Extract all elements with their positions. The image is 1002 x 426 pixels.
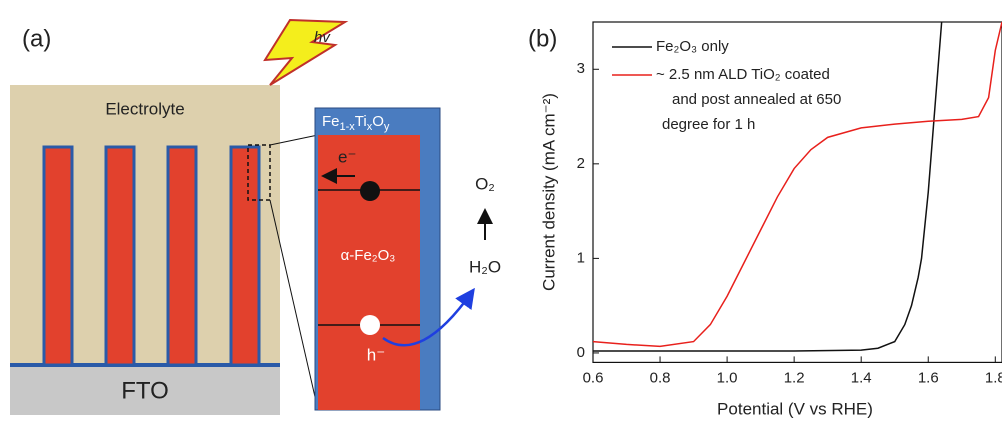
- x-tick-label: 0.6: [583, 369, 604, 386]
- y-tick-label: 2: [577, 155, 585, 172]
- x-tick-label: 1.6: [918, 369, 939, 386]
- hole-label: h⁻: [367, 345, 385, 364]
- legend-note: and post annealed at 650: [672, 91, 841, 108]
- panel-b: (b) Potential (V vs RHE) Current density…: [528, 22, 1002, 418]
- x-tick-label: 0.8: [650, 369, 671, 386]
- x-axis-label: Potential (V vs RHE): [717, 399, 873, 418]
- y-tick-label: 1: [577, 249, 585, 266]
- fto-label: FTO: [121, 377, 169, 404]
- reactant-label: H₂O: [469, 257, 501, 276]
- legend-label: ~ 2.5 nm ALD TiO₂ coated: [656, 66, 830, 83]
- panel-label: (b): [528, 25, 557, 52]
- x-tick-label: 1.8: [985, 369, 1002, 386]
- panel-a: (a) Electrolyte FTO hv Fe1-xTixOy e⁻ α-F…: [10, 20, 501, 415]
- light-label: hv: [314, 29, 331, 46]
- panel-label: (a): [22, 25, 51, 52]
- x-tick-label: 1.2: [784, 369, 805, 386]
- figure: (a) Electrolyte FTO hv Fe1-xTixOy e⁻ α-F…: [0, 0, 1002, 426]
- lightning: [265, 20, 345, 85]
- legend-label: Fe₂O₃ only: [656, 38, 729, 55]
- product-label: O₂: [475, 174, 495, 193]
- legend-note: degree for 1 h: [662, 116, 755, 133]
- x-tick-label: 1.0: [717, 369, 738, 386]
- y-tick-label: 3: [577, 60, 585, 77]
- core-label: α-Fe₂O₃: [341, 247, 396, 264]
- x-tick-label: 1.4: [851, 369, 872, 386]
- y-tick-label: 0: [577, 344, 585, 361]
- y-axis-label: Current density (mA cm⁻²): [539, 93, 558, 291]
- electron: [360, 181, 380, 201]
- electrolyte-label: Electrolyte: [105, 99, 184, 118]
- electron-label: e⁻: [338, 147, 356, 166]
- shell-label: Fe1-xTixOy: [322, 113, 390, 133]
- hole: [360, 315, 380, 335]
